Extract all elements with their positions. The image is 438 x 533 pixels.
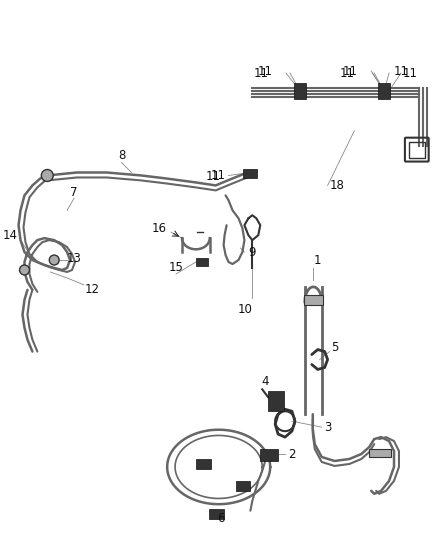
Text: 11: 11 (394, 64, 409, 77)
Text: 11: 11 (343, 64, 357, 77)
Text: 9: 9 (248, 246, 256, 259)
Text: 10: 10 (238, 303, 253, 316)
Bar (294, 83, 306, 99)
Text: 12: 12 (85, 284, 99, 296)
Text: 11: 11 (339, 67, 354, 79)
Text: 16: 16 (152, 222, 167, 235)
Text: 18: 18 (330, 179, 345, 192)
Bar (409, 142, 425, 158)
Text: 4: 4 (261, 375, 269, 388)
Bar (209, 508, 224, 519)
Circle shape (49, 255, 59, 265)
Text: 5: 5 (332, 341, 339, 354)
Text: 8: 8 (118, 149, 125, 162)
Bar (244, 168, 257, 179)
Text: 3: 3 (325, 421, 332, 434)
Bar (196, 459, 211, 469)
Bar (378, 83, 390, 99)
Bar (268, 391, 284, 411)
Bar (196, 258, 208, 266)
Text: 11: 11 (258, 64, 273, 77)
Text: 11: 11 (211, 169, 226, 182)
Text: 14: 14 (3, 229, 18, 241)
Circle shape (20, 265, 29, 275)
Text: 11: 11 (403, 67, 418, 79)
Bar (236, 481, 251, 491)
Text: 11: 11 (205, 170, 221, 183)
Text: 6: 6 (217, 512, 224, 525)
Text: 2: 2 (288, 448, 296, 461)
Text: 7: 7 (70, 186, 78, 199)
Bar (369, 449, 391, 457)
Text: 13: 13 (67, 252, 81, 264)
Bar (304, 295, 323, 305)
Circle shape (41, 169, 53, 181)
Text: 1: 1 (314, 254, 321, 266)
Text: 15: 15 (169, 262, 184, 274)
Text: 11: 11 (253, 67, 268, 79)
Bar (260, 449, 278, 461)
